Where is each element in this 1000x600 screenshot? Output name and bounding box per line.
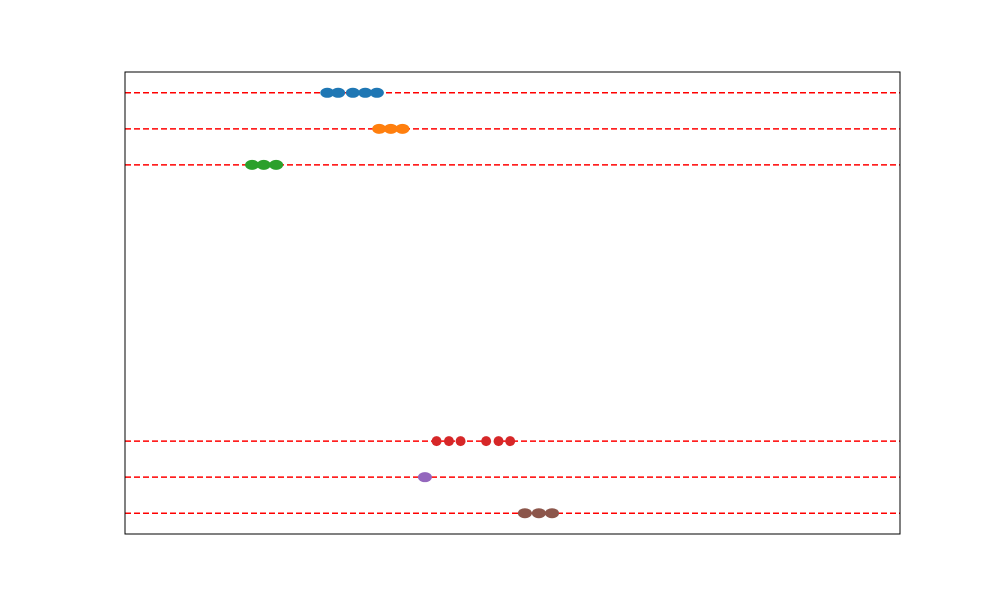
data-point-1-2 bbox=[331, 88, 345, 98]
data-point-4-6 bbox=[505, 436, 515, 446]
data-point-6-2 bbox=[532, 508, 546, 518]
data-point-3-2 bbox=[257, 160, 271, 170]
data-point-1-5 bbox=[370, 88, 384, 98]
data-point-1-3 bbox=[346, 88, 360, 98]
data-point-6-1 bbox=[518, 508, 532, 518]
data-point-4-3 bbox=[456, 436, 466, 446]
data-point-2-3 bbox=[395, 124, 409, 134]
data-point-4-5 bbox=[494, 436, 504, 446]
data-point-3-3 bbox=[269, 160, 283, 170]
data-point-4-1 bbox=[432, 436, 442, 446]
data-point-5-1 bbox=[418, 472, 432, 482]
data-point-6-3 bbox=[545, 508, 559, 518]
plot-area bbox=[125, 72, 900, 534]
data-point-4-4 bbox=[481, 436, 491, 446]
data-point-4-2 bbox=[444, 436, 454, 446]
